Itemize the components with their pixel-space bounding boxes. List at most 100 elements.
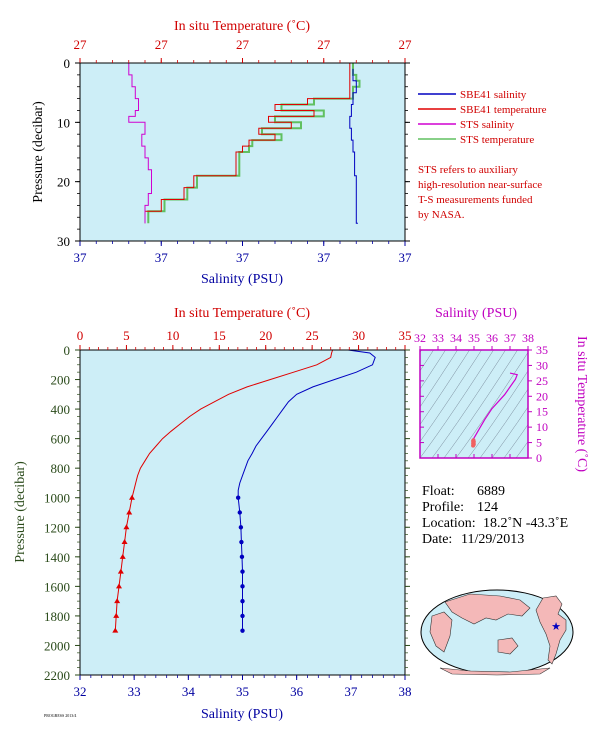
ts-sal-tick-label: 32 [414,331,426,345]
ts-temp-tick-label: 25 [536,374,548,388]
density-contour [503,424,528,458]
profile-label: Profile: [422,500,464,515]
date-label: Date: [422,532,452,547]
main-temperature-axis-label: In situ Temperature (˚C) [174,306,310,321]
density-contour [420,350,434,372]
temperature-marker [129,494,135,500]
temperature-marker [112,627,119,633]
top-temp-tick-label: 27 [155,37,169,52]
ts-sal-tick-label: 35 [468,331,480,345]
ts-salinity-axis-label: Salinity (PSU) [435,306,517,321]
legend-label: STS salinity [460,119,515,131]
top-pressure-axis-label: Pressure (decibar) [31,101,46,203]
ts-deep-point [471,438,476,443]
main-temp-tick-label: 5 [123,328,130,343]
main-sal-tick-label: 34 [182,684,196,699]
main-salinity-axis-label: Salinity (PSU) [201,707,283,722]
main-temp-tick-label: 30 [352,328,365,343]
ts-density-contours [420,340,601,458]
top-p-tick-label: 20 [57,175,70,190]
main-p-tick-label: 2000 [44,638,70,653]
ts-temp-tick-label: 15 [536,405,548,419]
profile-value: 124 [477,500,498,515]
ts-sal-tick-label: 37 [504,331,516,345]
sts-note: STS refers to auxiliary high-resolution n… [418,164,542,221]
top-series-group [128,63,361,224]
top-legend: SBE41 salinity SBE41 temperature STS salin… [418,89,547,146]
ts-series-group [420,340,601,458]
top-axes: 27 27 27 27 27 37 37 37 37 37 0 10 20 30 [57,37,412,265]
top-line-sbe41-salinity [349,68,358,224]
main-pressure-axis-label: Pressure (decibar) [13,461,28,563]
temperature-marker [123,524,130,530]
top-salinity-axis-label: Salinity (PSU) [201,272,283,287]
salinity-marker [240,584,245,589]
density-contour [420,350,470,425]
date-value: 11/29/2013 [461,532,524,547]
salinity-marker [240,613,245,619]
main-sal-tick-label: 38 [399,684,412,699]
salinity-marker [240,628,245,633]
top-temp-tick-label: 27 [317,37,331,52]
salinity-marker [240,598,245,604]
salinity-marker [239,539,244,545]
top-sal-tick-label: 37 [317,250,331,265]
top-temperature-axis-label: In situ Temperature (˚C) [174,19,310,34]
density-contour [420,350,446,390]
map-eurasia [444,593,531,625]
main-p-tick-label: 600 [51,432,71,447]
note-line: high-resolution near-surface [418,179,542,191]
main-sal-tick-label: 37 [344,684,358,699]
location-label: Location: [422,516,476,531]
top-line-sts-salinity [128,63,152,224]
main-temp-tick-label: 25 [306,328,319,343]
ts-sal-tick-label: 36 [486,331,498,345]
salinity-marker [239,554,245,560]
note-line: T-S measurements funded [418,194,533,206]
map-australia [497,637,519,655]
ts-temp-tick-label: 35 [536,343,548,357]
legend-label: STS temperature [460,134,534,146]
main-temp-tick-label: 10 [166,328,179,343]
ts-sal-tick-label: 38 [522,331,534,345]
note-line: STS refers to auxiliary [418,164,518,176]
main-p-tick-label: 1000 [44,491,70,506]
top-temp-tick-label: 27 [236,37,250,52]
float-value: 6889 [477,484,505,499]
density-contour [420,350,458,408]
main-sal-tick-label: 32 [74,684,87,699]
note-line: by NASA. [418,209,465,221]
top-sal-tick-label: 37 [399,250,413,265]
density-contour [540,340,601,458]
main-p-tick-label: 800 [51,461,71,476]
top-sal-tick-label: 37 [155,250,169,265]
float-info: Float: 6889 Profile: 124 Location: 18.2˚… [422,484,568,547]
main-temp-tick-label: 15 [213,328,226,343]
main-temp-tick-label: 0 [77,328,84,343]
top-sal-tick-label: 37 [74,250,88,265]
legend-label: SBE41 salinity [460,89,527,101]
main-p-tick-label: 1800 [44,609,70,624]
map-americas [535,595,567,665]
main-axes: 0 5 10 15 20 25 30 35 32 33 34 35 36 37 38 0 200 400 600 80… [44,328,412,699]
density-contour [420,350,482,443]
temperature-marker [114,598,121,604]
temperature-marker [113,612,120,618]
top-p-tick-label: 0 [64,56,71,71]
salinity-marker [235,495,241,500]
main-sal-tick-label: 36 [290,684,304,699]
main-panel: 0 5 10 15 20 25 30 35 32 33 34 35 36 37 38 0 200 400 600 80… [13,306,412,722]
main-temp-tick-label: 20 [259,328,272,343]
footer-text: PROGRESS 2013/4 [44,713,76,718]
legend-label: SBE41 temperature [460,104,547,116]
main-temp-tick-label: 35 [399,328,412,343]
main-p-tick-label: 2200 [44,668,70,683]
main-p-tick-label: 0 [64,343,71,358]
ts-temp-tick-label: 5 [536,436,542,450]
density-contour [455,351,528,458]
main-p-tick-label: 1400 [44,550,70,565]
location-map: ★ [420,589,574,676]
